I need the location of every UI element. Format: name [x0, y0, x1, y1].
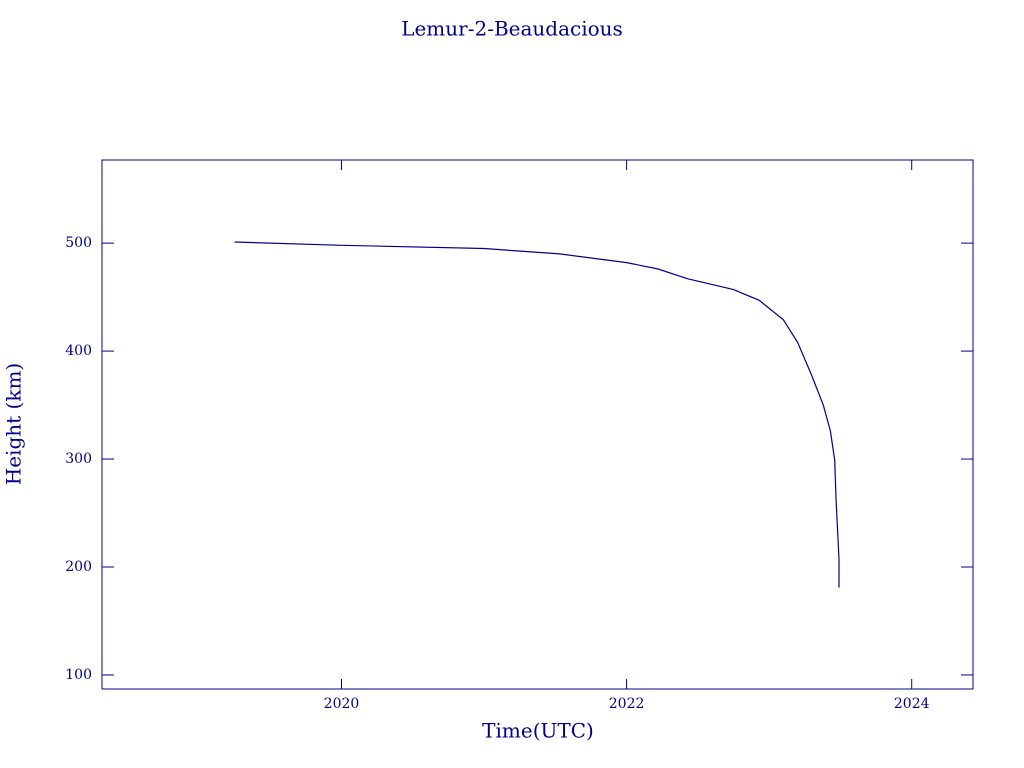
data-line: [234, 241, 840, 588]
y-tick-label: 200: [65, 559, 92, 575]
plot-frame: [101, 159, 974, 690]
y-tick-label: 500: [65, 235, 92, 251]
x-axis-label: Time(UTC): [482, 719, 594, 743]
y-axis-label: Height (km): [2, 363, 26, 485]
x-tick-label: 2020: [324, 696, 360, 712]
chart-title: Lemur-2-Beaudacious: [401, 17, 623, 41]
y-tick-label: 100: [65, 667, 92, 683]
y-tick-label: 400: [65, 343, 92, 359]
x-tick-label: 2024: [894, 696, 930, 712]
y-tick-label: 300: [65, 451, 92, 467]
x-tick-label: 2022: [609, 696, 645, 712]
